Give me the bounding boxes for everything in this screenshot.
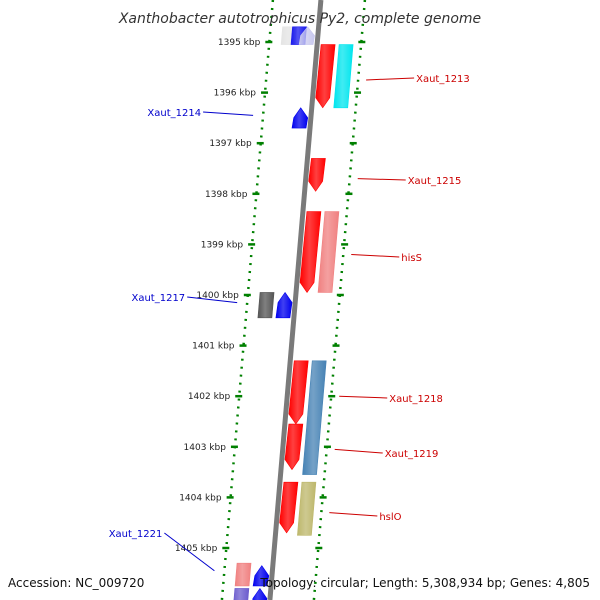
label-leader-line <box>351 254 400 258</box>
label-leader-line <box>203 111 254 116</box>
gene-label[interactable]: Xaut_1215 <box>408 176 462 187</box>
map-title: Xanthobacter autotrophicus Py2, complete… <box>118 11 481 27</box>
label-leader-line <box>366 77 415 81</box>
gene-label[interactable]: Xaut_1218 <box>389 394 443 405</box>
label-leader-line <box>329 512 378 517</box>
tick-label: 1398 kbp <box>205 190 248 200</box>
gene-feature[interactable] <box>232 588 250 600</box>
gene-feature[interactable] <box>315 44 336 109</box>
genome-backbone <box>267 0 324 600</box>
gene-feature[interactable] <box>299 211 322 293</box>
gene-feature[interactable] <box>250 587 268 600</box>
label-leader-line <box>334 448 383 454</box>
gene-label[interactable]: Xaut_1219 <box>385 449 439 460</box>
gene-feature[interactable] <box>284 423 304 471</box>
gene-feature[interactable] <box>252 565 270 587</box>
tick-label: 1396 kbp <box>214 89 257 99</box>
tick-label: 1402 kbp <box>188 392 231 402</box>
gene-feature[interactable] <box>308 158 326 192</box>
gene-feature[interactable] <box>333 44 354 109</box>
gene-feature[interactable] <box>234 562 252 587</box>
gene-feature[interactable] <box>317 211 340 293</box>
gene-feature[interactable] <box>275 291 293 319</box>
gene-features <box>232 26 354 600</box>
gene-feature[interactable] <box>302 360 327 475</box>
tick-label: 1400 kbp <box>196 291 239 301</box>
tick-label: 1399 kbp <box>201 240 244 250</box>
label-leader-line <box>339 395 388 399</box>
gene-label[interactable]: hslO <box>379 512 401 523</box>
gene-label[interactable]: Xaut_1214 <box>147 108 201 119</box>
gene-feature[interactable] <box>298 26 315 45</box>
gene-feature[interactable] <box>297 481 317 536</box>
gene-labels: Xaut_1213 Xaut_1215 hisS Xaut_1218 Xaut_1219… <box>109 74 470 572</box>
tick-label: 1404 kbp <box>179 493 222 503</box>
gene-feature[interactable] <box>291 107 309 129</box>
backbone-line <box>267 0 324 600</box>
tick-label: 1405 kbp <box>175 544 218 554</box>
gene-label[interactable]: Xaut_1213 <box>416 74 470 85</box>
tick-label: 1403 kbp <box>184 443 227 453</box>
gene-feature[interactable] <box>288 360 309 425</box>
label-leader-line <box>164 532 215 572</box>
gene-label[interactable]: hisS <box>401 253 422 264</box>
gene-label[interactable]: Xaut_1221 <box>109 529 163 540</box>
gene-feature[interactable] <box>257 292 275 319</box>
tick-label: 1397 kbp <box>209 139 252 149</box>
topology-text: Topology: circular; Length: 5,308,934 bp… <box>260 576 590 590</box>
gene-feature[interactable] <box>279 481 299 534</box>
kbp-ruler: 1395 kbp 1396 kbp 1397 kbp 1398 kbp 1399 kbp… <box>175 38 366 554</box>
label-leader-line <box>187 296 238 304</box>
label-leader-line <box>357 178 406 181</box>
gene-label[interactable]: Xaut_1217 <box>131 293 185 304</box>
accession-text: Accession: NC_009720 <box>8 576 145 590</box>
tick-label: 1401 kbp <box>192 342 235 352</box>
tick-label: 1395 kbp <box>218 38 261 48</box>
